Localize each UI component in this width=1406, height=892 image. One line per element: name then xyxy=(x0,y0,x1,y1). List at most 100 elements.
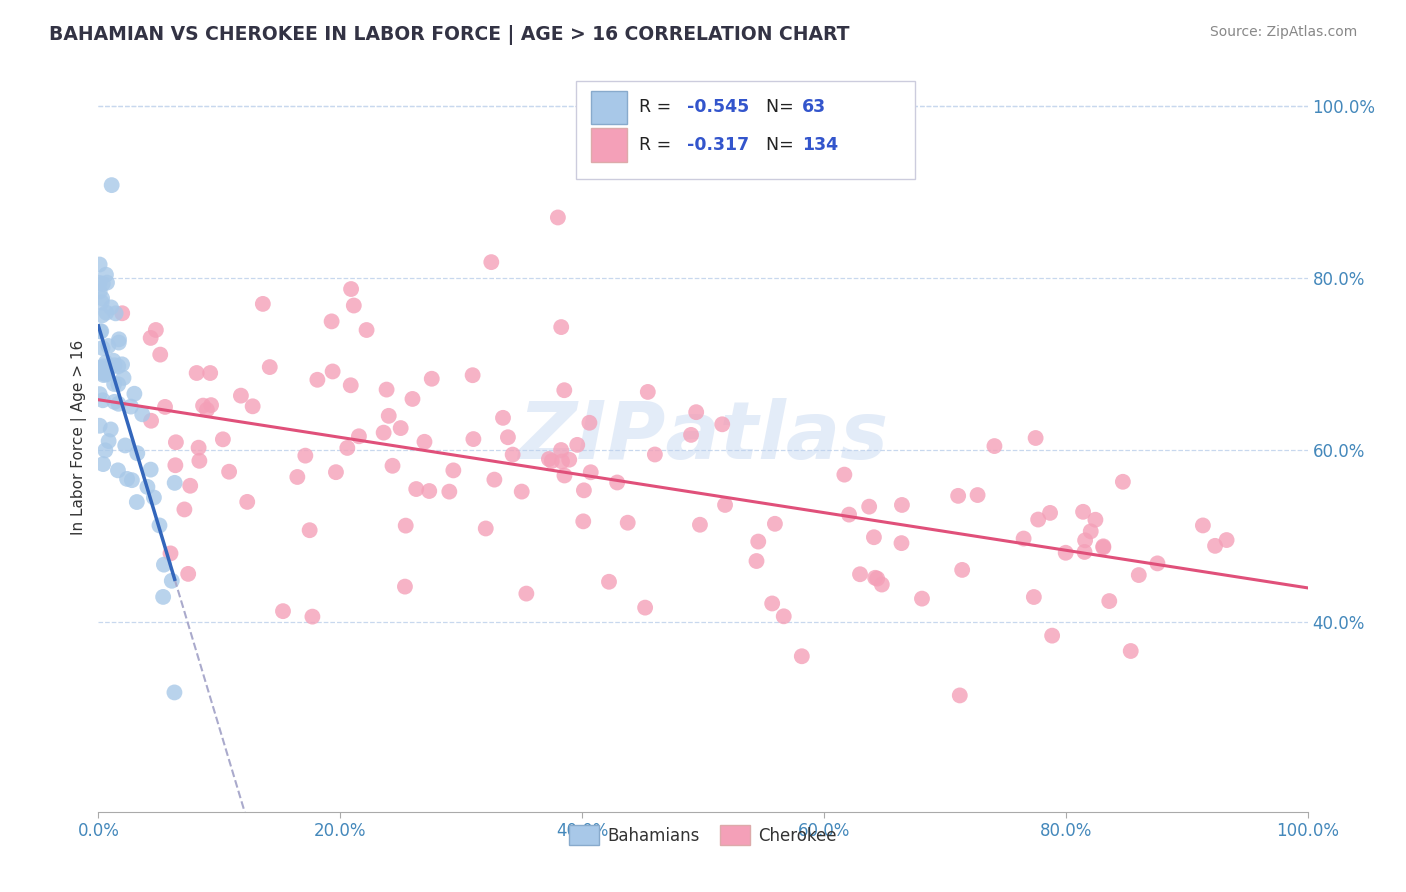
Point xyxy=(761,597,783,611)
Point xyxy=(107,397,129,411)
Point xyxy=(441,463,464,477)
Point xyxy=(89,285,111,299)
Point xyxy=(98,361,121,376)
Point xyxy=(96,306,118,320)
Point xyxy=(336,441,359,455)
Point xyxy=(139,414,162,428)
Point xyxy=(96,368,118,382)
Point xyxy=(159,546,181,560)
Point xyxy=(1071,505,1094,519)
Point xyxy=(301,609,323,624)
Point xyxy=(90,361,112,376)
Point xyxy=(322,364,344,378)
Point xyxy=(325,465,347,479)
Point xyxy=(127,446,149,460)
Point xyxy=(1040,629,1063,643)
Point xyxy=(394,580,416,594)
Point xyxy=(474,521,496,535)
Point xyxy=(179,479,201,493)
Point xyxy=(165,435,187,450)
Point xyxy=(187,441,209,455)
Point xyxy=(339,378,361,392)
Point xyxy=(111,306,134,320)
Point xyxy=(711,417,734,432)
Point xyxy=(547,211,569,225)
Point xyxy=(1025,431,1047,445)
Point xyxy=(125,495,148,509)
Point xyxy=(849,567,872,582)
Point xyxy=(90,295,112,310)
Point xyxy=(966,488,988,502)
Bar xyxy=(591,128,627,161)
Point xyxy=(177,566,200,581)
Point xyxy=(375,383,398,397)
Point xyxy=(112,371,135,385)
Point xyxy=(790,649,813,664)
Point xyxy=(745,554,768,568)
Point xyxy=(558,452,581,467)
Point xyxy=(863,571,886,585)
Point xyxy=(550,320,572,334)
Point xyxy=(218,465,240,479)
Point xyxy=(100,422,122,436)
Point xyxy=(153,558,176,572)
Point xyxy=(1054,546,1077,560)
Point xyxy=(114,438,136,452)
Point xyxy=(103,395,125,409)
Point xyxy=(911,591,934,606)
Point xyxy=(153,400,176,414)
Point xyxy=(540,454,562,468)
Point xyxy=(347,429,370,443)
Point xyxy=(131,407,153,421)
Point xyxy=(104,306,127,320)
Text: -0.545: -0.545 xyxy=(688,98,749,116)
Point xyxy=(139,462,162,476)
Point xyxy=(111,357,134,371)
Point xyxy=(510,484,533,499)
Point xyxy=(200,398,222,412)
Point xyxy=(294,449,316,463)
Point xyxy=(198,366,221,380)
Point xyxy=(93,368,115,382)
Text: 63: 63 xyxy=(803,98,827,116)
Point xyxy=(418,483,440,498)
Point xyxy=(191,399,214,413)
Point xyxy=(91,393,114,408)
Point xyxy=(142,491,165,505)
Point xyxy=(1192,518,1215,533)
Point xyxy=(186,366,208,380)
Point xyxy=(107,377,129,392)
Point xyxy=(598,574,620,589)
Point xyxy=(1039,506,1062,520)
Point xyxy=(484,473,506,487)
Point xyxy=(553,383,575,397)
Point xyxy=(502,448,524,462)
Point xyxy=(439,484,461,499)
Point xyxy=(343,299,366,313)
Point xyxy=(145,323,167,337)
Point xyxy=(679,428,702,442)
Point xyxy=(870,577,893,591)
Point xyxy=(91,291,114,305)
Point xyxy=(271,604,294,618)
Point xyxy=(572,483,595,498)
Point xyxy=(496,430,519,444)
Point xyxy=(1022,590,1045,604)
Point xyxy=(259,360,281,375)
Point xyxy=(1012,532,1035,546)
Point xyxy=(91,341,114,355)
Point xyxy=(321,314,343,328)
Point xyxy=(401,392,423,406)
Point xyxy=(949,689,972,703)
Point xyxy=(107,335,129,350)
Point xyxy=(100,301,122,315)
Point xyxy=(89,387,111,401)
Point xyxy=(163,685,186,699)
Point xyxy=(714,498,737,512)
Point xyxy=(152,590,174,604)
Point xyxy=(1128,568,1150,582)
Point xyxy=(389,421,412,435)
Point xyxy=(160,574,183,588)
Text: N=: N= xyxy=(766,136,799,153)
Point xyxy=(637,384,659,399)
